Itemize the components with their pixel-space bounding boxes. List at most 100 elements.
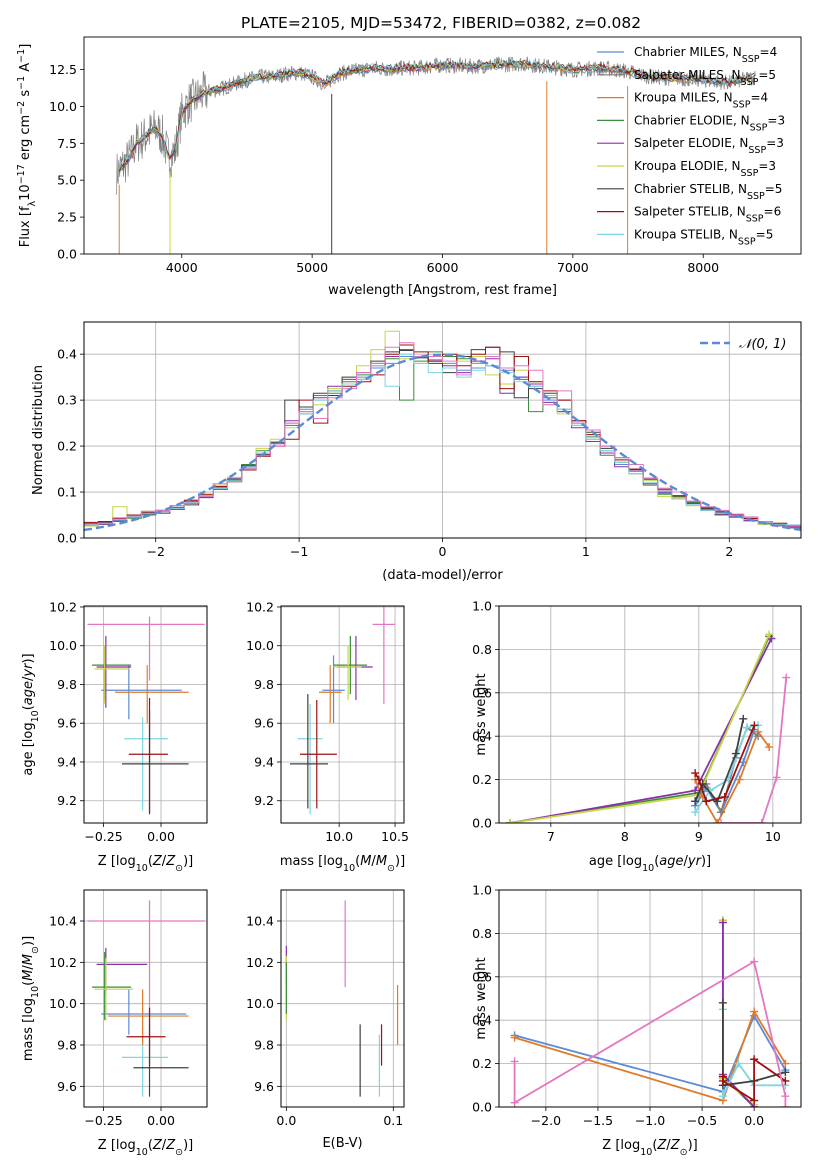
y-tick-label: 2.5: [57, 210, 77, 225]
y-axis-label: age [log10(age/yr)]: [21, 653, 41, 775]
y-tick-label: 9.6: [57, 1079, 77, 1094]
weight-marker: [767, 634, 776, 643]
weight-line-3: [722, 920, 755, 1106]
axes-frame: [280, 889, 405, 1108]
label-part: ]: [18, 44, 33, 49]
grid: [281, 890, 404, 1107]
axes-frame: [280, 889, 405, 1108]
weight-marker: [750, 721, 759, 730]
label-part: 10: [18, 184, 33, 201]
label-part: =3: [758, 159, 776, 173]
label-part: 10: [640, 1147, 652, 1158]
label-part: A: [18, 63, 33, 76]
label-part: /: [684, 854, 689, 869]
y-tick-label: 1.0: [472, 883, 492, 898]
label-part: yr: [687, 854, 703, 869]
x-tick-label: 5000: [296, 260, 328, 275]
label-part: SSP: [746, 213, 764, 224]
weight-marker: [691, 797, 700, 806]
weight-marker: [510, 1098, 519, 1107]
label-part: ⊙: [30, 946, 41, 954]
label-part: /: [666, 1138, 671, 1153]
x-tick-label: −0.25: [84, 1113, 122, 1128]
x-tick-label: 10.0: [325, 829, 353, 844]
weight-marker: [750, 1007, 759, 1016]
label-part: (: [21, 981, 36, 986]
label-part: 10: [30, 710, 41, 722]
weight-marker: [781, 1068, 790, 1077]
y-tick-label: 5.0: [57, 173, 77, 188]
y-tick-label: 0.2: [472, 1056, 492, 1071]
y-axis-label: mass weight: [474, 957, 489, 1039]
label-part: (: [355, 854, 360, 869]
y-tick-label: 9.6: [254, 1079, 274, 1094]
x-tick-label: 8000: [687, 260, 719, 275]
label-part: Z [log: [602, 1138, 640, 1153]
weight-marker: [735, 775, 744, 784]
label-part: (: [654, 854, 659, 869]
weight-marker: [772, 773, 781, 782]
y-tick-label: 0.4: [57, 347, 77, 362]
weight-marker: [742, 723, 751, 732]
label-part: s: [18, 90, 33, 101]
weight-marker: [510, 1033, 519, 1042]
label-part: SSP: [747, 190, 765, 201]
x-axis-label: Z [log10(Z/Z⊙)]: [98, 854, 193, 874]
label-part: )]: [183, 854, 193, 869]
y-tick-label: 9.2: [57, 793, 77, 808]
label-part: −2: [16, 101, 27, 115]
x-tick-label: 4000: [166, 260, 198, 275]
label-part: Z [log: [98, 1138, 136, 1153]
axes-frame: [83, 605, 208, 824]
label-part: Z [log: [98, 854, 136, 869]
label-part: =3: [767, 113, 785, 127]
weight-marker: [750, 1096, 759, 1105]
weight-marker: [691, 769, 700, 778]
label-part: SSP: [742, 54, 760, 65]
label-part: Salpeter MILES, N: [634, 68, 741, 82]
y-tick-label: 0.6: [472, 969, 492, 984]
label-part: M: [21, 954, 36, 965]
y-tick-label: 0.0: [57, 247, 77, 262]
weight-vs-age-panel: 7 8 9 10 0.0 0.2 0.4 0.6 0.8 1.0 mass weight age [l…: [472, 599, 802, 874]
y-tick-label: 0.0: [472, 816, 492, 831]
weight-marker: [750, 957, 759, 966]
x-tick-label: 6000: [427, 260, 459, 275]
weight-line-6: [722, 1002, 786, 1087]
x-tick-label: 9: [695, 829, 703, 844]
weight-marker: [781, 1092, 790, 1101]
label-part: /: [162, 1138, 167, 1153]
label-part: −1: [16, 76, 27, 90]
x-tick-label: 0.0: [744, 1113, 764, 1128]
weight-marker: [739, 714, 748, 723]
label-part: Salpeter ELODIE, N: [634, 136, 748, 150]
y-tick-label: 9.8: [57, 677, 77, 692]
label-part: age [log: [589, 854, 642, 869]
spectrum-plot-area: [116, 56, 756, 254]
label-part: ⊙: [175, 1147, 183, 1158]
grid: [84, 606, 207, 823]
weight-marker: [757, 819, 766, 823]
label-part: M: [376, 854, 387, 869]
weight-marker: [506, 819, 515, 823]
label-part: (: [652, 1138, 657, 1153]
y-tick-label: 9.6: [57, 716, 77, 731]
legend-label: 𝒩(0, 1): [739, 337, 786, 352]
y-tick-label: 10.0: [49, 638, 77, 653]
label-part: 10: [343, 863, 355, 874]
x-axis-label: Z [log10(Z/Z⊙)]: [98, 1138, 193, 1158]
y-tick-label: 10.0: [49, 996, 77, 1011]
age-vs-mass-panel: 10.0 10.5 9.2 9.4 9.6 9.8 10.0 10.2 mass [log10(…: [246, 599, 409, 874]
legend-label: Salpeter ELODIE, NSSP=3: [634, 136, 784, 156]
weight-line-9: [721, 677, 788, 823]
label-part: Z: [152, 1138, 163, 1153]
age-vs-mass-plot-area: [281, 606, 404, 823]
weight-vs-age-plot-area: [499, 606, 801, 823]
x-tick-label: −2.0: [531, 1113, 561, 1128]
x-tick-label: −2: [146, 544, 164, 559]
y-axis-label: Flux [fλ10−17 erg cm−2 s−1 A−1]: [16, 44, 38, 248]
x-tick-label: −1: [290, 544, 308, 559]
residuals-plot-area: [84, 322, 801, 538]
x-axis-label: E(B-V): [322, 1136, 362, 1151]
